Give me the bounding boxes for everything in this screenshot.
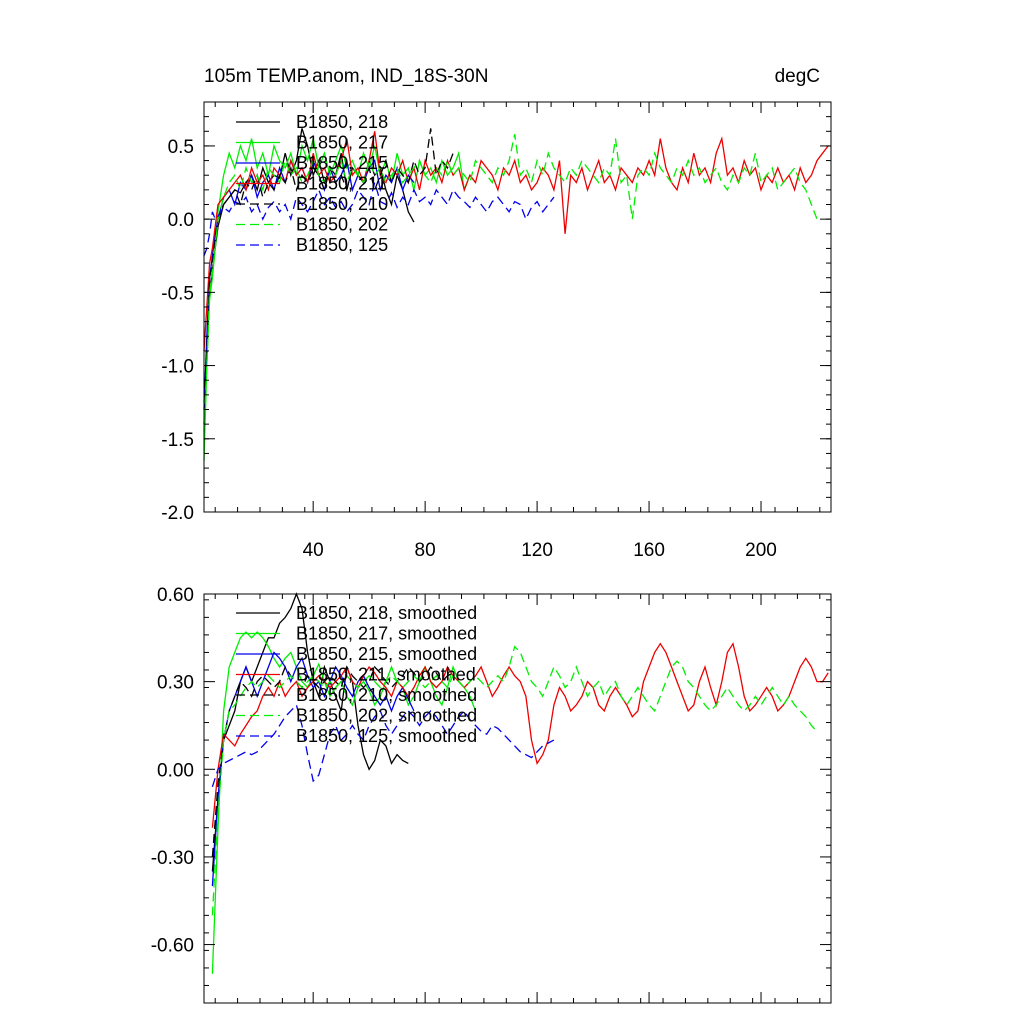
series-line-3: [211, 651, 415, 887]
series-line-6: [203, 134, 818, 432]
legend-label: B1850, 211, smoothed: [296, 665, 476, 685]
legend-label: B1850, 210: [296, 194, 388, 214]
series-line-4: [211, 642, 829, 828]
legend-label: B1850, 211: [296, 174, 387, 194]
legend-label: B1850, 202: [296, 215, 388, 235]
y-tick-label: 0.60: [157, 585, 194, 606]
legend-label: B1850, 217: [296, 133, 388, 153]
legend-label: B1850, 125, smoothed: [296, 726, 477, 746]
legend-label: B1850, 218, smoothed: [296, 603, 477, 623]
x-tick-label: 120: [521, 540, 553, 561]
y-tick-label: -1.5: [161, 430, 194, 451]
series-line-4: [203, 131, 829, 351]
x-tick-label: 160: [633, 540, 665, 561]
y-tick-label: -2.0: [161, 503, 194, 524]
legend-label: B1850, 217, smoothed: [296, 624, 477, 644]
legend-label: B1850, 215, smoothed: [296, 644, 477, 664]
series-line-7: [203, 180, 555, 257]
y-tick-label: -0.60: [151, 936, 194, 957]
y-tick-label: 0.0: [168, 210, 194, 231]
legend-label: B1850, 218: [296, 112, 388, 132]
legend-label: B1850, 210, smoothed: [296, 685, 477, 705]
y-tick-label: 0.5: [168, 137, 194, 158]
series-line-6: [211, 645, 818, 916]
y-tick-label: 0.00: [157, 760, 194, 781]
legend-label: B1850, 202, smoothed: [296, 706, 477, 726]
y-tick-label: -0.5: [161, 283, 194, 304]
series-line-7: [211, 703, 555, 787]
series-line-5: [203, 128, 454, 403]
units-label: degC: [775, 66, 820, 87]
y-tick-label: -0.30: [151, 848, 194, 869]
y-tick-label: -1.0: [161, 357, 194, 378]
x-tick-label: 40: [303, 540, 324, 561]
plot-frame: [203, 593, 832, 1004]
chart-panel-1: -2.0 -1.5 -1.0 -0.5 0.0 0.5 40 80 120 160 200 B1850…: [161, 101, 832, 561]
legend-label: B1850, 125: [296, 235, 388, 255]
series-line-2: [203, 138, 477, 461]
y-tick-label: 0.30: [157, 673, 194, 694]
series-line-5: [211, 665, 454, 857]
chart-panel-2: -0.60 -0.30 0.00 0.30 0.60 B1850, 218, smooth…: [151, 585, 832, 1004]
legend-label: B1850, 215: [296, 153, 388, 173]
x-tick-label: 80: [415, 540, 436, 561]
chart-title: 105m TEMP.anom, IND_18S-30N: [204, 66, 488, 87]
x-tick-label: 200: [745, 540, 777, 561]
